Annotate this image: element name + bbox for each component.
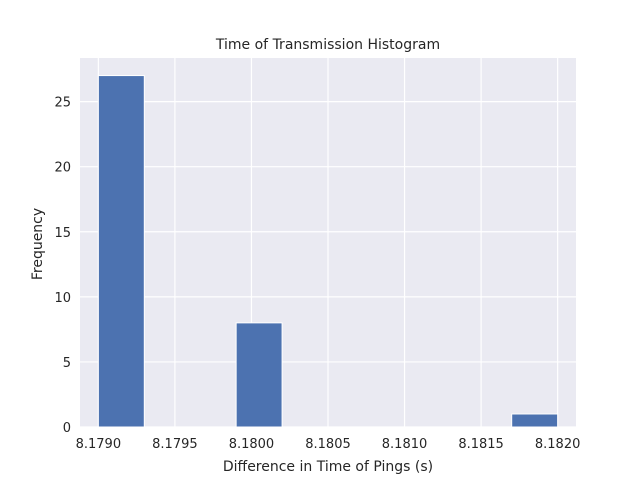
x-tick-label-0: 8.1790: [76, 437, 122, 452]
x-tick-label-4: 8.1810: [382, 437, 428, 452]
y-tick-label-2: 10: [54, 291, 71, 306]
x-axis-label: Difference in Time of Pings (s): [223, 459, 433, 475]
x-tick-label-3: 8.1805: [305, 437, 351, 452]
grid-lines: [80, 58, 576, 428]
x-tick-label-2: 8.1800: [229, 437, 275, 452]
chart-title: Time of Transmission Histogram: [215, 37, 440, 53]
y-tick-label-3: 15: [54, 226, 71, 241]
x-tick-labels: 8.1790 8.1795 8.1800 8.1805 8.1810 8.1815 8.18…: [76, 437, 581, 452]
x-tick-label-6: 8.1820: [535, 437, 581, 452]
histogram-bar-3: [235, 322, 283, 428]
histogram-bar-0: [97, 75, 145, 428]
y-tick-labels: 0 5 10 15 20 25: [54, 96, 71, 436]
y-tick-label-0: 0: [63, 421, 71, 436]
x-tick-label-1: 8.1795: [152, 437, 198, 452]
x-tick-label-5: 8.1815: [458, 437, 504, 452]
y-axis-label: Frequency: [30, 208, 46, 280]
y-tick-label-1: 5: [63, 356, 71, 371]
y-tick-label-5: 25: [54, 96, 71, 111]
y-tick-label-4: 20: [54, 161, 71, 176]
bars: [97, 75, 559, 428]
histogram-bar-9: [511, 413, 559, 428]
